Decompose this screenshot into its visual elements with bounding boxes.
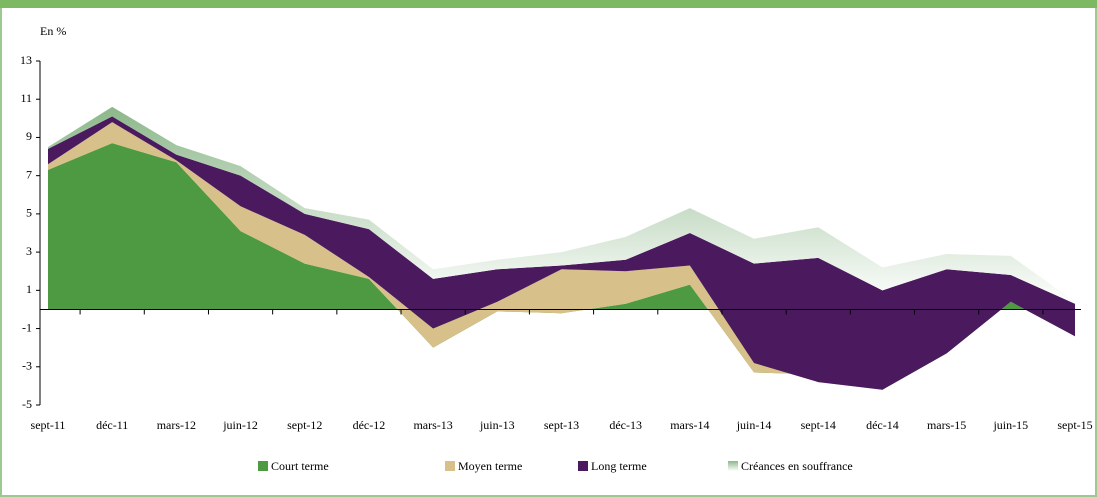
y-tick-label: 1 bbox=[26, 282, 32, 296]
y-tick-label: 11 bbox=[20, 91, 32, 105]
x-tick-label: déc-11 bbox=[96, 418, 128, 432]
x-tick-label: sept-11 bbox=[31, 418, 66, 432]
x-tick-label: déc-14 bbox=[866, 418, 899, 432]
legend-swatch bbox=[578, 461, 588, 471]
x-tick-label: sept-15 bbox=[1057, 418, 1092, 432]
legend-swatch bbox=[258, 461, 268, 471]
y-tick-label: -3 bbox=[22, 359, 32, 373]
x-tick-label: sept-14 bbox=[801, 418, 836, 432]
x-tick-label: mars-13 bbox=[413, 418, 452, 432]
x-tick-label: sept-12 bbox=[287, 418, 322, 432]
legend-label: Moyen terme bbox=[458, 459, 522, 473]
x-tick-label: mars-12 bbox=[157, 418, 196, 432]
top-bar bbox=[0, 0, 1097, 8]
x-tick-label: mars-15 bbox=[927, 418, 966, 432]
y-tick-label: -1 bbox=[22, 320, 32, 334]
legend-label: Court terme bbox=[271, 459, 329, 473]
y-axis-label: En % bbox=[40, 24, 66, 38]
y-tick-label: -5 bbox=[22, 397, 32, 411]
x-tick-label: juin-15 bbox=[992, 418, 1028, 432]
area bbox=[48, 122, 1075, 390]
x-tick-label: juin-14 bbox=[736, 418, 772, 432]
legend-swatch bbox=[445, 461, 455, 471]
x-tick-label: juin-13 bbox=[479, 418, 515, 432]
x-tick-label: mars-14 bbox=[670, 418, 709, 432]
y-tick-label: 3 bbox=[26, 244, 32, 258]
y-tick-label: 7 bbox=[26, 167, 32, 181]
legend-label: Long terme bbox=[591, 459, 647, 473]
y-tick-label: 9 bbox=[26, 129, 32, 143]
x-tick-label: déc-13 bbox=[609, 418, 642, 432]
x-tick-label: sept-13 bbox=[544, 418, 579, 432]
legend-swatch bbox=[728, 461, 738, 471]
x-tick-label: déc-12 bbox=[353, 418, 386, 432]
legend-label: Créances en souffrance bbox=[741, 459, 853, 473]
area bbox=[48, 106, 1075, 304]
y-tick-label: 13 bbox=[20, 53, 32, 67]
x-tick-label: juin-12 bbox=[222, 418, 258, 432]
y-tick-label: 5 bbox=[26, 206, 32, 220]
area bbox=[48, 116, 1075, 390]
